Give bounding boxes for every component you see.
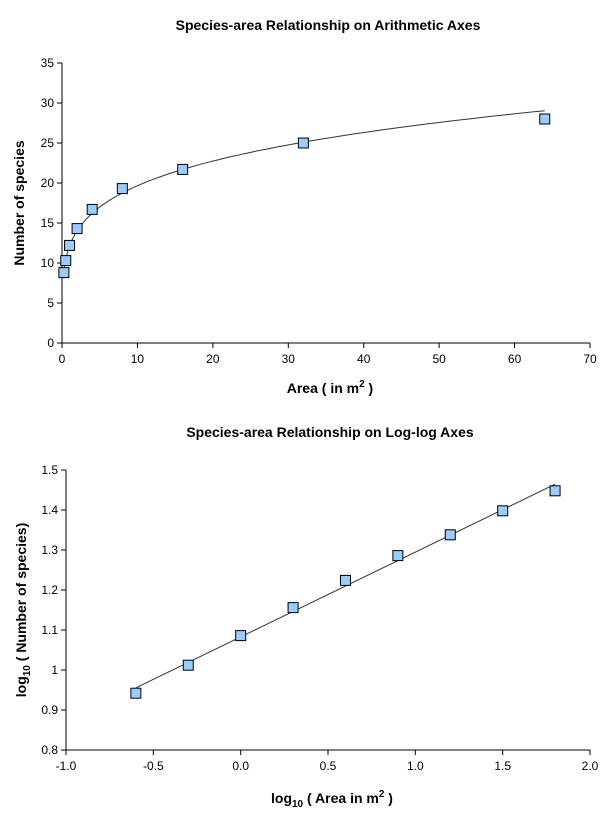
y-tick-label: 15 <box>41 216 55 230</box>
trendline <box>63 110 545 271</box>
y-tick-label: 1.3 <box>41 543 58 557</box>
x-tick-label: 0.5 <box>320 759 337 773</box>
y-tick-label: 0.8 <box>41 743 58 757</box>
y-tick-label: 0 <box>47 336 54 350</box>
x-tick-label: 30 <box>282 352 296 366</box>
data-point <box>182 659 194 671</box>
y-tick-label: 1.4 <box>41 503 58 517</box>
x-axis-label-sup: 2 <box>379 789 385 800</box>
y-axis-label-text: Number of species <box>11 140 27 265</box>
chart-1: Species-area Relationship on Arithmetic … <box>11 17 597 396</box>
y-tick-label: 1.5 <box>41 463 58 477</box>
data-point <box>444 529 456 541</box>
data-point <box>177 163 189 175</box>
data-point <box>71 223 83 235</box>
x-tick-label: 60 <box>508 352 522 366</box>
data-point <box>60 255 72 267</box>
y-axis-label: Number of species <box>11 140 27 265</box>
y-tick-label: 20 <box>41 176 55 190</box>
data-point <box>392 550 404 562</box>
data-point <box>64 239 76 251</box>
x-axis-label-sup: 2 <box>359 379 365 390</box>
data-point <box>130 687 142 699</box>
data-point <box>497 505 509 517</box>
x-axis-label: log10 ( Area in m2 ) <box>271 789 393 810</box>
data-point <box>549 485 561 497</box>
x-tick-label: 20 <box>206 352 220 366</box>
y-tick-label: 1.1 <box>41 623 58 637</box>
y-axis-label-tail: ( Number of species) <box>13 523 29 665</box>
x-tick-label: -1.0 <box>56 759 77 773</box>
chart-2: Species-area Relationship on Log-log Axe… <box>13 424 599 810</box>
data-point <box>287 602 299 614</box>
chart-title: Species-area Relationship on Log-log Axe… <box>186 424 474 440</box>
x-tick-label: 1.5 <box>494 759 511 773</box>
y-tick-label: 35 <box>41 56 55 70</box>
x-tick-label: 0.0 <box>232 759 249 773</box>
x-tick-label: 50 <box>432 352 446 366</box>
y-axis-label-sub: 10 <box>22 665 33 677</box>
data-point <box>297 137 309 149</box>
data-point <box>86 203 98 215</box>
x-axis-label-text: Area ( in m <box>287 380 359 396</box>
x-axis-label: Area ( in m2 ) <box>287 379 373 396</box>
y-tick-label: 30 <box>41 96 55 110</box>
y-tick-label: 1 <box>51 663 58 677</box>
data-point <box>339 574 351 586</box>
x-tick-label: 1.0 <box>407 759 424 773</box>
y-tick-label: 0.9 <box>41 703 58 717</box>
chart-title: Species-area Relationship on Arithmetic … <box>176 17 481 33</box>
data-point <box>116 183 128 195</box>
y-axis-label: log10 ( Number of species) <box>13 523 33 698</box>
y-tick-label: 5 <box>47 296 54 310</box>
x-tick-label: -0.5 <box>143 759 164 773</box>
x-axis-label-tail: ) <box>365 380 374 396</box>
x-axis-label-sub: 10 <box>292 799 304 810</box>
y-tick-label: 25 <box>41 136 55 150</box>
x-tick-label: 0 <box>59 352 66 366</box>
y-axis-label-prefix: log <box>13 676 29 697</box>
x-axis-label-tail: ) <box>384 790 393 806</box>
x-axis-label-mid: ( Area in m <box>303 790 379 806</box>
data-point <box>58 267 70 279</box>
y-tick-label: 10 <box>41 256 55 270</box>
trendline <box>135 483 556 689</box>
x-tick-label: 40 <box>357 352 371 366</box>
x-tick-label: 70 <box>583 352 597 366</box>
x-tick-label: 10 <box>131 352 145 366</box>
y-tick-label: 1.2 <box>41 583 58 597</box>
data-point <box>235 630 247 642</box>
x-tick-label: 2.0 <box>582 759 599 773</box>
data-point <box>539 113 551 125</box>
x-axis-label-prefix: log <box>271 790 292 806</box>
